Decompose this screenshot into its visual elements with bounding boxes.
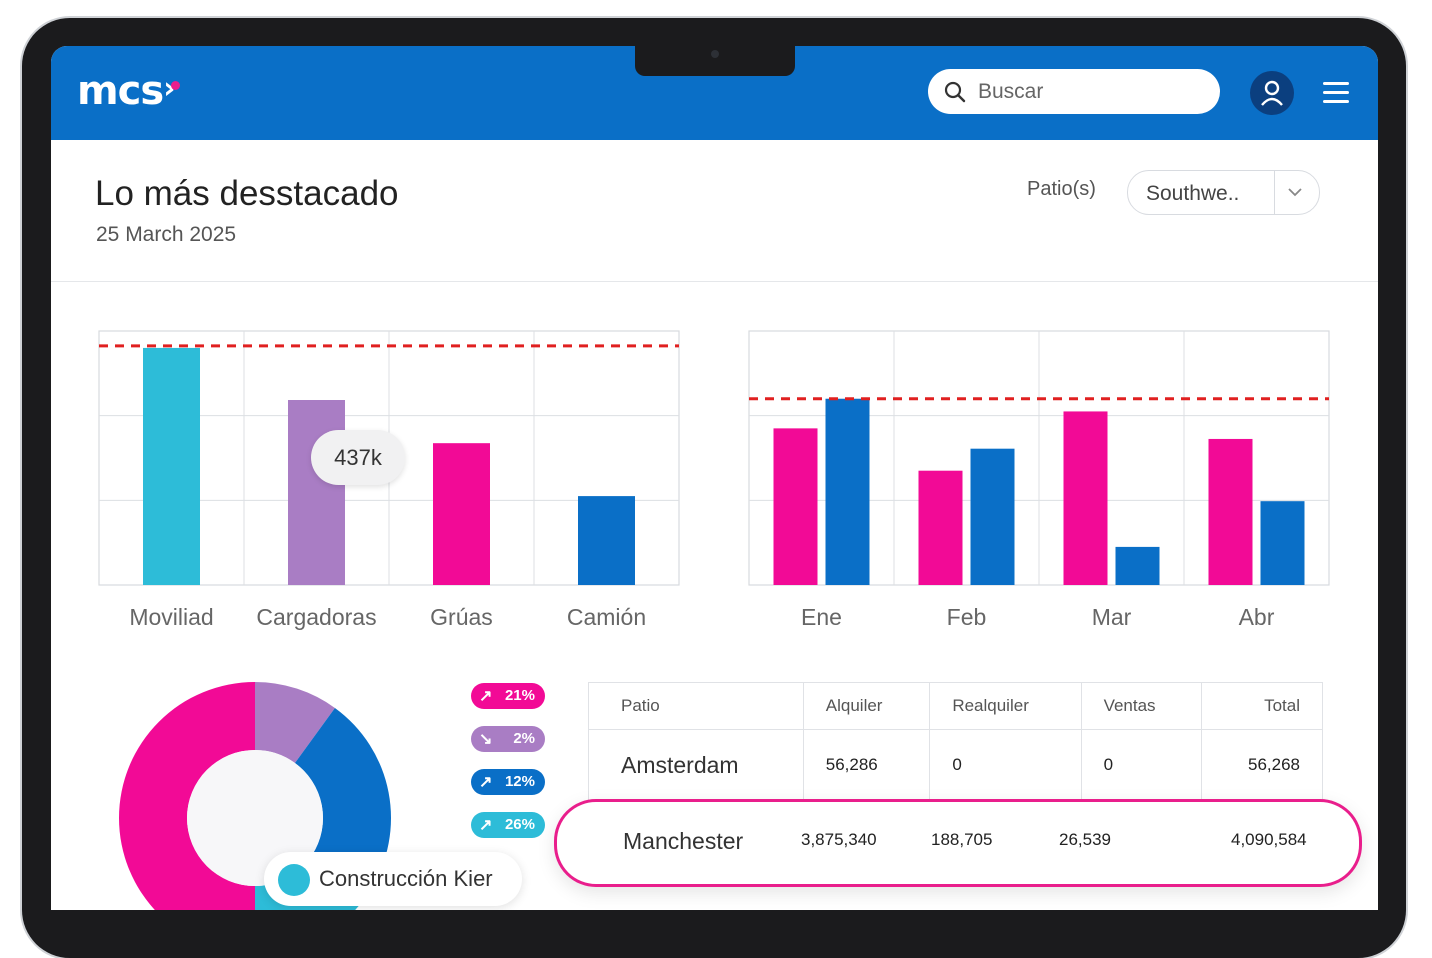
page-title: Lo más desstacado xyxy=(95,174,399,213)
cell-total: 4,090,584 xyxy=(1231,830,1307,849)
search-icon xyxy=(944,81,966,103)
user-button[interactable] xyxy=(1250,71,1294,115)
cell-ventas: 26,539 xyxy=(1059,830,1111,849)
donut-slice xyxy=(119,682,255,910)
legend-label: Construcción Kier xyxy=(319,866,493,891)
table-row[interactable]: Amsterdam 56,286 0 0 56,268 xyxy=(588,729,1323,801)
cell-alquiler: 56,286 xyxy=(802,729,931,801)
bar xyxy=(1063,411,1108,585)
x-tick-label: Camión xyxy=(567,604,646,630)
donut-chart xyxy=(119,682,391,910)
cell-ventas: 0 xyxy=(1080,729,1203,801)
percentage-badge: ↗ 12% xyxy=(471,769,545,795)
bar xyxy=(1208,438,1253,585)
camera-icon xyxy=(711,50,719,58)
donut-slice xyxy=(294,707,391,891)
camera-notch xyxy=(635,46,795,76)
percentage-badge: ↘ 2% xyxy=(471,726,545,752)
monthly-bar-chart: Ene Feb Mar Abr xyxy=(748,330,1330,630)
x-tick-label: Feb xyxy=(947,604,987,630)
bar xyxy=(143,347,200,585)
percentage-badge: ↗ 21% xyxy=(471,683,545,709)
logo-arrow-icon: › xyxy=(163,71,175,106)
badge-value: 2% xyxy=(513,730,535,747)
bar xyxy=(970,448,1015,585)
header-ventas[interactable]: Ventas xyxy=(1080,682,1203,730)
header-realquiler[interactable]: Realquiler xyxy=(929,682,1082,730)
cell-alquiler: 3,875,340 xyxy=(801,830,877,849)
hamburger-menu-icon[interactable] xyxy=(1323,82,1349,104)
badge-value: 12% xyxy=(504,773,535,790)
category-bar-chart: Moviliad Cargadoras Grúas Camión xyxy=(98,330,680,630)
user-icon xyxy=(1261,80,1283,106)
header-patio[interactable]: Patio xyxy=(588,682,804,730)
bar xyxy=(825,398,870,585)
chevron-down-icon[interactable] xyxy=(1288,187,1302,197)
divider xyxy=(51,281,1378,282)
arrow-down-right-icon: ↘ xyxy=(479,731,493,748)
bar xyxy=(918,470,963,585)
donut-slice xyxy=(255,682,335,763)
x-tick-label: Mar xyxy=(1092,604,1132,630)
badge-value: 26% xyxy=(504,816,535,833)
filter-label: Patio(s) xyxy=(1027,178,1096,200)
highlighted-row[interactable]: Manchester 3,875,340 188,705 26,539 4,09… xyxy=(554,799,1362,887)
table-header-row: Patio Alquiler Realquiler Ventas Total xyxy=(588,682,1323,730)
arrow-up-right-icon: ↗ xyxy=(479,774,493,791)
x-tick-label: Ene xyxy=(801,604,842,630)
patio-select[interactable]: Southwe.. xyxy=(1127,170,1320,215)
header-total[interactable]: Total xyxy=(1201,682,1323,730)
bar xyxy=(578,496,635,585)
screen: mcs› Lo más desstacado 25 March 2025 Pat… xyxy=(51,46,1378,910)
x-tick-label: Moviliad xyxy=(129,604,213,630)
search-box[interactable] xyxy=(928,69,1220,114)
x-tick-label: Cargadoras xyxy=(256,604,376,630)
percentage-badge: ↗ 26% xyxy=(471,812,545,838)
x-tick-label: Grúas xyxy=(430,604,493,630)
logo-text: mcs xyxy=(77,68,164,114)
header-alquiler[interactable]: Alquiler xyxy=(802,682,931,730)
arrow-up-right-icon: ↗ xyxy=(479,688,493,705)
cell-patio: Amsterdam xyxy=(588,729,804,801)
donut-legend-chip[interactable]: Construcción Kier xyxy=(264,852,522,906)
select-separator xyxy=(1274,171,1275,214)
bar-tooltip: 437k xyxy=(311,430,405,485)
logo-dot-icon xyxy=(170,81,180,90)
legend-swatch xyxy=(278,864,310,896)
x-tick-label: Abr xyxy=(1239,604,1275,630)
patio-select-value: Southwe.. xyxy=(1146,182,1240,205)
arrow-up-right-icon: ↗ xyxy=(479,817,493,834)
cell-total: 56,268 xyxy=(1201,729,1323,801)
search-input[interactable] xyxy=(976,77,1200,107)
bar xyxy=(1260,501,1305,585)
cell-realquiler: 0 xyxy=(929,729,1082,801)
badge-value: 21% xyxy=(504,687,535,704)
page-date: 25 March 2025 xyxy=(96,223,237,246)
logo[interactable]: mcs› xyxy=(77,68,184,114)
bar xyxy=(1115,546,1160,585)
bar xyxy=(288,400,345,585)
bar xyxy=(773,428,818,585)
bar xyxy=(433,443,490,585)
cell-patio: Manchester xyxy=(623,828,744,854)
cell-realquiler: 188,705 xyxy=(931,830,993,849)
